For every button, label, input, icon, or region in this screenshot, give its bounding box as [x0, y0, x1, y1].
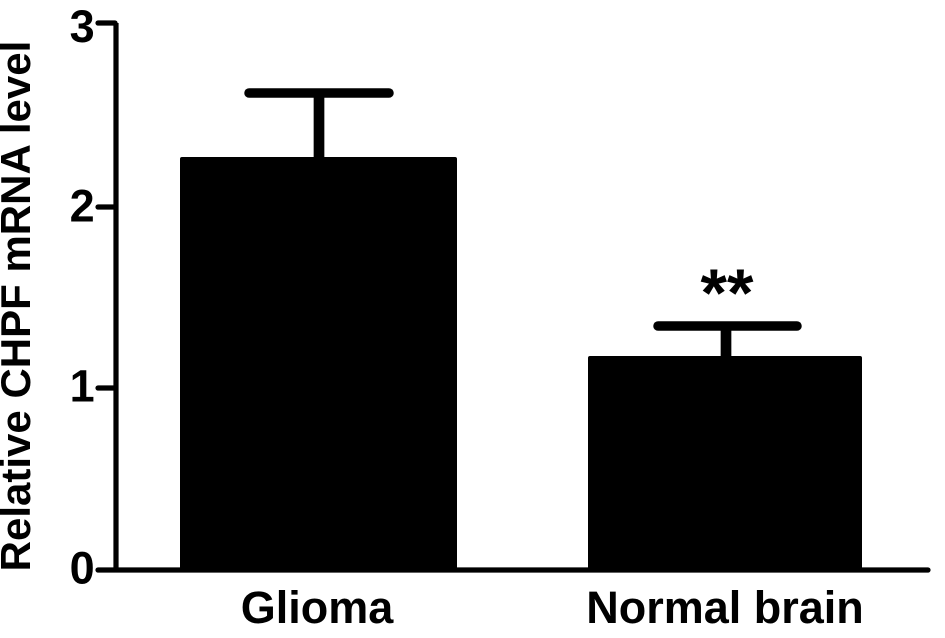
- svg-text:0: 0: [70, 543, 95, 594]
- svg-text:**: **: [701, 255, 754, 331]
- svg-text:3: 3: [70, 1, 95, 52]
- svg-text:Glioma: Glioma: [241, 582, 395, 633]
- svg-text:1: 1: [70, 361, 95, 412]
- svg-text:2: 2: [70, 181, 95, 232]
- svg-text:Relative CHPF mRNA level: Relative CHPF mRNA level: [0, 41, 39, 572]
- svg-text:Normal brain: Normal brain: [586, 582, 864, 633]
